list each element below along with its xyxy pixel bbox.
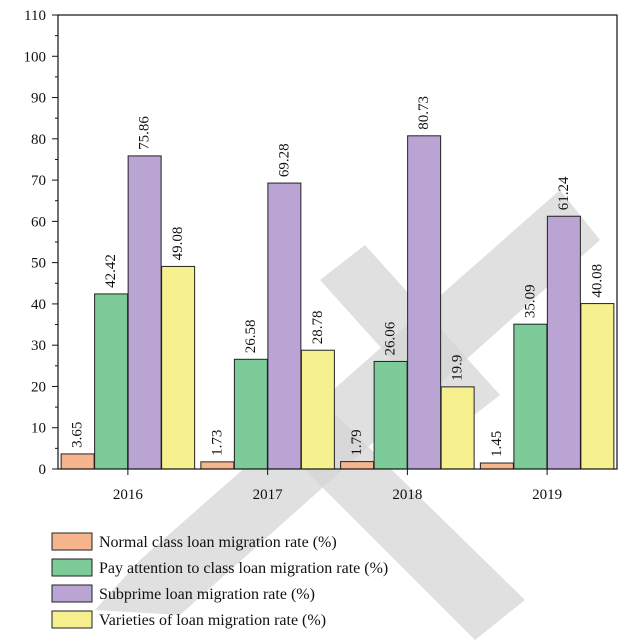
x-tick-label-2018: 2018: [392, 487, 422, 503]
y-tick-label-110: 110: [24, 8, 46, 24]
bar-s0-c2: [340, 461, 375, 470]
y-tick-label-80: 80: [31, 132, 46, 148]
data-label-s1-c3: 35.09: [522, 284, 538, 318]
legend-label-1: Pay attention to class loan migration ra…: [99, 560, 388, 577]
y-tick-label-70: 70: [31, 173, 46, 189]
data-label-s1-c0: 42.42: [103, 254, 119, 288]
data-label-s3-c1: 28.78: [310, 310, 326, 344]
bar-s0-c0: [60, 453, 95, 470]
y-tick-label-100: 100: [24, 49, 47, 65]
data-label-s0-c3: 1.45: [489, 431, 505, 457]
bar-s2-c0: [127, 155, 162, 470]
y-tick-label-20: 20: [31, 379, 46, 395]
legend-label-3: Varieties of loan migration rate (%): [99, 612, 326, 629]
data-label-s2-c2: 80.73: [416, 96, 432, 130]
legend-swatch-0: [51, 532, 93, 551]
bar-s3-c0: [161, 265, 196, 470]
legend-swatch-1: [51, 558, 93, 577]
data-label-s3-c3: 40.08: [589, 264, 605, 298]
bar-s1-c0: [94, 293, 129, 470]
bar-s3-c1: [300, 349, 335, 470]
legend-label-0: Normal class loan migration rate (%): [99, 534, 337, 551]
data-label-s2-c1: 69.28: [276, 143, 292, 177]
y-tick-label-10: 10: [31, 421, 46, 437]
data-label-s2-c0: 75.86: [137, 116, 153, 150]
data-label-s0-c1: 1.73: [209, 430, 225, 456]
bar-s2-c3: [546, 215, 581, 470]
data-label-s1-c1: 26.58: [243, 320, 259, 354]
bar-s1-c2: [373, 360, 408, 470]
y-tick-label-0: 0: [39, 462, 47, 478]
bar-s0-c3: [479, 462, 514, 470]
bar-s3-c2: [440, 386, 475, 470]
x-tick-label-2017: 2017: [253, 487, 284, 503]
bar-s1-c1: [233, 358, 268, 470]
axes-frame: [57, 14, 618, 470]
legend-swatch-3: [51, 610, 93, 629]
bar-s1-c3: [513, 323, 548, 470]
y-tick-label-60: 60: [31, 214, 46, 230]
bar-s2-c2: [407, 135, 442, 470]
x-tick-label-2016: 2016: [113, 487, 144, 503]
plot-area: 3.65 42.42 75.86 49.08 2016 1.73 26.58 69.28 28.…: [24, 8, 618, 503]
legend-swatch-2: [51, 584, 93, 603]
y-tick-label-40: 40: [31, 297, 46, 313]
data-label-s3-c0: 49.08: [170, 227, 186, 261]
bar-s0-c1: [200, 461, 235, 470]
data-label-s0-c2: 1.79: [349, 429, 365, 455]
y-tick-label-90: 90: [31, 91, 46, 107]
data-label-s0-c0: 3.65: [70, 422, 86, 448]
y-tick-label-50: 50: [31, 256, 46, 272]
bar-s3-c3: [580, 303, 615, 470]
data-label-s3-c2: 19.9: [450, 355, 466, 381]
legend: Normal class loan migration rate (%) Pay …: [51, 532, 388, 629]
bar-s2-c1: [267, 182, 302, 470]
legend-label-2: Subprime loan migration rate (%): [99, 586, 315, 603]
y-tick-label-30: 30: [31, 338, 46, 354]
x-tick-label-2019: 2019: [532, 487, 562, 503]
data-label-s1-c2: 26.06: [383, 321, 399, 355]
data-label-s2-c3: 61.24: [556, 176, 572, 210]
